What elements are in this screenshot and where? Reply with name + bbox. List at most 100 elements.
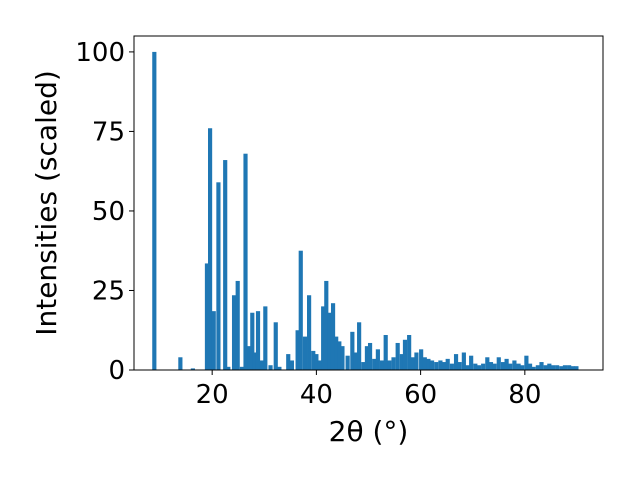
bar (543, 365, 548, 370)
bar (500, 362, 506, 370)
bar (259, 360, 264, 370)
bar (247, 346, 252, 370)
bar (496, 357, 501, 370)
bar (516, 363, 521, 370)
bar (379, 360, 385, 370)
bar (492, 363, 497, 370)
bar (527, 363, 533, 370)
bar (508, 363, 513, 370)
bar (211, 311, 216, 370)
bar (216, 182, 221, 370)
bar (441, 362, 447, 370)
bar (383, 335, 388, 370)
bar (465, 365, 470, 370)
bar (391, 357, 396, 370)
y-axis: 0 25 50 75 100 (75, 38, 134, 386)
bar (399, 354, 404, 370)
bar (330, 303, 336, 370)
bar (295, 330, 300, 370)
bar (357, 322, 362, 370)
bar (476, 365, 482, 370)
bar (273, 322, 278, 370)
bar (402, 339, 408, 370)
bar (481, 363, 486, 370)
bar (422, 357, 427, 370)
bar (152, 51, 157, 371)
y-tick-label: 0 (108, 356, 125, 386)
bar (324, 280, 329, 370)
bar (314, 354, 319, 370)
bar (364, 346, 370, 370)
bars-group (152, 51, 579, 371)
bar (255, 311, 261, 370)
bar (488, 362, 494, 370)
bar (277, 366, 282, 370)
bar (504, 358, 509, 370)
bar (321, 306, 326, 370)
bar (559, 366, 564, 370)
bar (429, 360, 435, 370)
bar (574, 366, 579, 370)
bar (302, 336, 308, 370)
bar (410, 357, 415, 370)
x-axis-label: 2θ (°) (329, 415, 409, 448)
bar (231, 295, 237, 370)
bar (539, 362, 544, 370)
bar (204, 263, 210, 370)
y-tick-label: 100 (75, 38, 125, 68)
bar (555, 365, 560, 370)
x-tick-label: 40 (300, 380, 333, 410)
bar (531, 366, 536, 370)
bar (337, 341, 342, 370)
bar (445, 358, 450, 370)
bar (570, 366, 575, 370)
bar (449, 363, 454, 370)
x-tick-label: 60 (404, 380, 437, 410)
bar (298, 250, 303, 370)
bar (252, 352, 257, 370)
bar (340, 346, 345, 370)
bar (361, 362, 366, 370)
bar (353, 352, 358, 370)
x-axis: 20 40 60 80 (196, 370, 541, 410)
bar (562, 365, 568, 370)
bar (535, 365, 540, 370)
bar (434, 362, 439, 370)
bar (250, 312, 255, 370)
bar (375, 349, 380, 370)
bar (372, 358, 377, 370)
bar (453, 354, 459, 370)
bar (547, 363, 552, 370)
bar (438, 360, 443, 370)
bar (485, 357, 490, 370)
bar (524, 355, 529, 370)
plot-area-frame (133, 35, 604, 371)
bar (567, 365, 572, 370)
bar (461, 352, 466, 370)
bar (550, 365, 556, 370)
x-tick-label: 20 (196, 380, 229, 410)
bar (289, 360, 294, 370)
x-tick-label: 80 (508, 380, 541, 410)
bar (223, 160, 228, 370)
bar (334, 336, 339, 370)
bar (286, 354, 291, 370)
y-tick-label: 25 (92, 276, 125, 306)
bar (208, 128, 213, 370)
bar (512, 360, 517, 370)
bar (327, 312, 332, 370)
bar (395, 342, 400, 370)
bar (387, 360, 392, 370)
bar (317, 360, 322, 370)
bar (419, 349, 424, 370)
bar (426, 358, 431, 370)
bar (414, 352, 419, 370)
y-tick-label: 75 (92, 117, 125, 147)
bar (457, 362, 462, 370)
bar (178, 357, 183, 370)
bar (243, 153, 248, 370)
bar (311, 350, 316, 370)
y-axis-label: Intensities (scaled) (30, 70, 63, 336)
bar (307, 295, 312, 370)
bar (190, 368, 195, 370)
